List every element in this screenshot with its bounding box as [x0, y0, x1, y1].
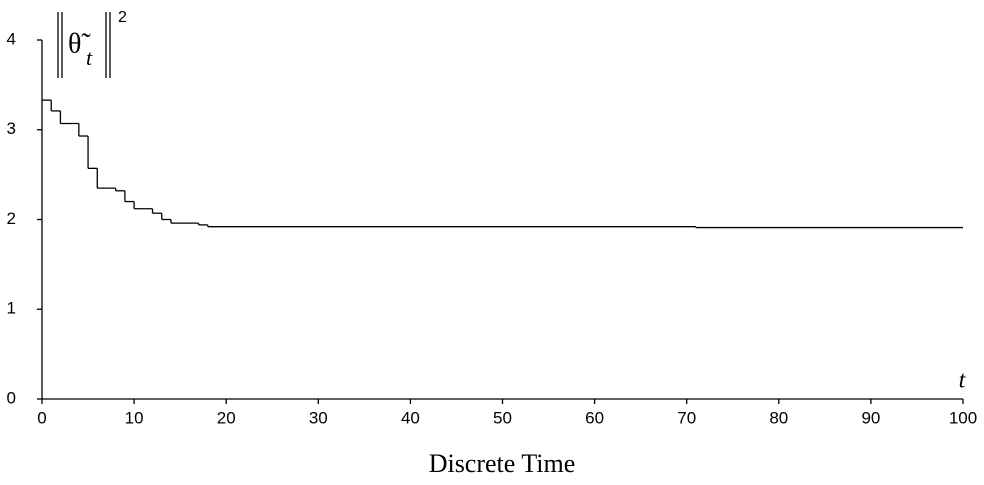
y-tick-label: 4 [7, 29, 16, 48]
x-tick-label: 90 [861, 408, 880, 427]
x-tick-label: 20 [217, 408, 236, 427]
x-tick-label: 0 [37, 408, 46, 427]
x-tick-label: 60 [585, 408, 604, 427]
y-tick-label: 1 [7, 299, 16, 318]
x-axis-annotation: t [959, 368, 967, 394]
x-tick-label: 50 [493, 408, 512, 427]
y-title-superscript: 2 [118, 9, 127, 26]
y-axis-title: θ̃ t 2 [57, 9, 127, 78]
x-tick-label: 40 [401, 408, 420, 427]
y-title-subscript: t [86, 45, 93, 70]
x-tick-label: 70 [677, 408, 696, 427]
x-tick-label: 10 [125, 408, 144, 427]
x-tick-label: 80 [769, 408, 788, 427]
y-tick-label: 0 [7, 388, 16, 407]
y-tick-label: 2 [7, 209, 16, 228]
y-tick-label: 3 [7, 119, 16, 138]
x-tick-label: 100 [949, 408, 977, 427]
x-axis-title: Discrete Time [429, 449, 576, 478]
x-tick-label: 30 [309, 408, 328, 427]
